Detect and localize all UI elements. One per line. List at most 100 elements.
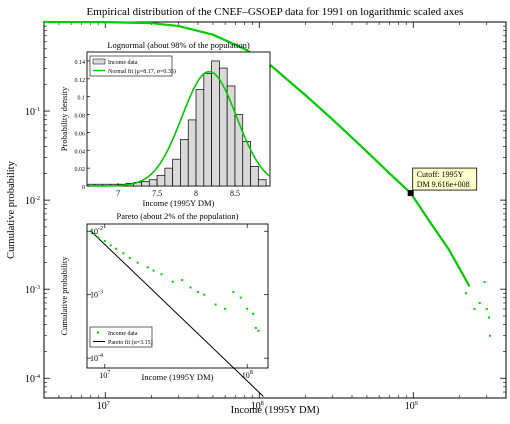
cutoff-label-line-2: DM 9.616e+008: [417, 180, 470, 189]
pareto-data-point: [109, 244, 112, 247]
main-data-point: [331, 118, 334, 121]
histogram-x-tick-label: 7: [116, 189, 120, 198]
main-tail-point: [483, 281, 486, 284]
main-data-point: [467, 284, 470, 287]
main-tail-point: [478, 301, 481, 304]
main-data-point: [388, 172, 391, 175]
histogram-bar: [180, 139, 189, 187]
main-data-point: [80, 21, 83, 24]
histogram-x-tick-label: 7.5: [152, 189, 162, 198]
histogram-bar: [164, 167, 174, 187]
histogram-y-tick-label: 0.1: [78, 96, 86, 102]
pareto-data-point: [214, 303, 217, 306]
histogram-y-tick-label: 0.04: [75, 149, 86, 155]
histogram-legend-swatch-bars: [92, 58, 106, 65]
main-x-tick-label: 108: [251, 401, 264, 412]
main-data-point: [365, 150, 368, 153]
histogram-bar: [141, 181, 150, 187]
pareto-data-point: [181, 279, 184, 282]
main-title: Empirical distribution of the CNEF–GSOEP…: [87, 6, 464, 18]
histogram-legend-box: [89, 55, 173, 77]
main-data-point: [270, 65, 273, 68]
main-x-tick-label: 109: [405, 401, 418, 412]
histogram-title: Lognormal (about 98% of the population): [107, 40, 250, 50]
pareto-legend-swatch-data: [97, 331, 99, 334]
pareto-data-point: [103, 240, 106, 243]
main-data-point: [304, 94, 307, 97]
pareto-data-point: [97, 236, 100, 239]
main-tail-point: [489, 334, 492, 337]
histogram-y-tick-label: 0.08: [75, 114, 86, 120]
main-tail-point: [485, 307, 488, 310]
pareto-data-point: [252, 312, 255, 315]
pareto-data-point: [189, 286, 192, 289]
histogram-legend-label-data: Income data: [108, 60, 138, 66]
pareto-legend-label-data: Income data: [108, 331, 138, 337]
histogram-y-tick-label: 0.12: [75, 78, 86, 84]
main-data-point: [43, 21, 45, 23]
histogram-bar: [211, 60, 220, 187]
pareto-data-point: [224, 307, 227, 310]
histogram-normal-fit-curve: [86, 70, 271, 187]
histogram-bar: [156, 174, 166, 187]
pareto-x-tick-label: 107: [99, 370, 110, 380]
pareto-title: Pareto (about 2% of the population): [116, 211, 238, 221]
pareto-x-tick-label: 108: [242, 370, 253, 380]
main-y-tick-label: 10-4: [25, 374, 40, 385]
histogram-bar: [234, 114, 244, 187]
pareto-data-point: [232, 291, 235, 294]
pareto-data-point: [122, 252, 125, 255]
main-data-point: [429, 222, 432, 225]
histogram-y-axis-label: Probability density: [59, 86, 69, 151]
main-data-point: [243, 47, 246, 50]
pareto-data-point: [128, 256, 131, 259]
histogram-bar: [172, 158, 181, 187]
pareto-data-point: [171, 280, 174, 283]
pareto-y-tick-label: 10-4: [90, 353, 103, 363]
histogram-y-tick-label: 0.14: [75, 60, 86, 66]
pareto-data-point: [160, 273, 163, 276]
pareto-data-point: [93, 233, 96, 236]
main-data-point: [211, 33, 214, 36]
main-data-point: [150, 22, 153, 25]
histogram-bar: [148, 179, 158, 187]
histogram-x-tick-label: 8.5: [230, 189, 240, 198]
histogram-y-tick-label: 0.06: [75, 131, 86, 137]
histogram-y-tick-label: 0: [82, 185, 85, 191]
pareto-fit-line: [90, 230, 264, 397]
pareto-data-point: [136, 261, 139, 264]
histogram-bar: [250, 165, 259, 187]
histogram-bar: [257, 179, 267, 187]
cutoff-label-line-1: Cutoff: 1995Y: [417, 170, 464, 179]
pareto-legend-label-fit: Pareto fit (α=3.15): [108, 339, 153, 346]
pareto-data-point: [257, 329, 260, 332]
histogram-bar: [195, 89, 205, 187]
main-x-axis-label: Income (1995Y DM): [231, 405, 320, 416]
pareto-data-point: [246, 307, 249, 310]
pareto-data-point: [254, 326, 257, 329]
histogram-bar: [187, 119, 197, 187]
pareto-data-point: [239, 296, 242, 299]
pareto-data-point: [146, 266, 149, 269]
main-y-tick-label: 10-1: [25, 107, 40, 118]
histogram-legend-label-fit: Normal fit (μ=8.17, σ=0.35): [108, 68, 176, 75]
main-y-tick-label: 10-3: [25, 285, 40, 296]
main-data-point: [104, 21, 107, 24]
pareto-y-axis-label: Cumulative probability: [59, 256, 69, 336]
histogram-bar: [203, 73, 212, 187]
main-data-point: [447, 248, 450, 251]
pareto-data-point: [152, 269, 155, 272]
main-data-point: [177, 25, 180, 28]
main-data-point: [458, 267, 461, 270]
main-x-tick-label: 107: [97, 401, 110, 412]
histogram-y-tick-label: 0.02: [75, 167, 86, 173]
pareto-data-point: [203, 293, 206, 296]
pareto-x-axis-label: Income (1995Y DM): [142, 372, 214, 382]
pareto-legend-box: [89, 326, 153, 348]
pareto-data-point: [196, 291, 199, 294]
main-y-axis-label: Cumulative probability: [6, 160, 17, 258]
pareto-data-point: [115, 247, 118, 250]
pareto-y-tick-label: 10-3: [90, 290, 103, 300]
main-tail-point: [473, 307, 476, 310]
